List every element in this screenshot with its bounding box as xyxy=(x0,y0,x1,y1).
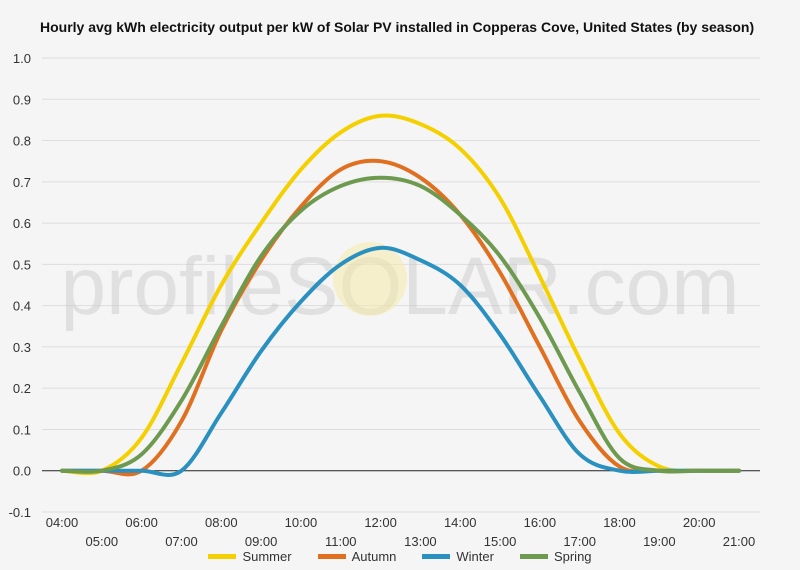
y-tick-label: 0.5 xyxy=(13,257,31,272)
legend-swatch xyxy=(519,554,548,559)
series-line-autumn xyxy=(60,158,741,477)
x-tick-label: 21:00 xyxy=(723,534,756,549)
legend-item-autumn: Autumn xyxy=(317,549,397,564)
y-tick-label: 0.2 xyxy=(13,381,31,396)
x-tick-label: 16:00 xyxy=(524,515,557,530)
legend-item-spring: Spring xyxy=(519,549,592,564)
x-tick-label: 14:00 xyxy=(444,515,477,530)
y-tick-label: 0.8 xyxy=(13,134,31,149)
x-tick-label: 17:00 xyxy=(563,534,596,549)
x-tick-label: 18:00 xyxy=(603,515,636,530)
x-tick-label: 09:00 xyxy=(245,534,278,549)
x-tick-label: 04:00 xyxy=(46,515,79,530)
x-tick-label: 11:00 xyxy=(325,534,357,549)
y-tick-label: 0.6 xyxy=(13,216,31,231)
x-tick-label: 10:00 xyxy=(285,515,318,530)
legend-label: Autumn xyxy=(351,549,397,564)
series-line-winter xyxy=(60,245,741,477)
y-tick-label: 0.1 xyxy=(13,422,31,437)
legend-swatch xyxy=(317,554,346,559)
y-tick-label: 0.4 xyxy=(13,299,31,314)
legend: Summer Autumn Winter Spring xyxy=(0,549,800,564)
y-axis-ticks: 1.0 0.9 0.8 0.7 0.6 0.5 0.4 0.3 0.2 0.1 0.0 -0.1 xyxy=(9,51,31,520)
x-tick-label: 07:00 xyxy=(165,534,198,549)
x-axis-ticks: 04:00 05:00 06:00 07:00 08:00 09:00 10:00 11:00… xyxy=(46,515,756,549)
x-tick-label: 20:00 xyxy=(683,515,716,530)
legend-label: Spring xyxy=(553,549,592,564)
y-tick-label: 0.0 xyxy=(13,464,31,479)
x-tick-label: 05:00 xyxy=(86,534,119,549)
legend-swatch xyxy=(208,554,237,559)
y-tick-label: 1.0 xyxy=(13,51,31,66)
x-tick-label: 08:00 xyxy=(205,515,238,530)
legend-swatch xyxy=(422,554,451,559)
x-tick-label: 12:00 xyxy=(364,515,397,530)
x-tick-label: 13:00 xyxy=(404,534,437,549)
y-tick-label: -0.1 xyxy=(9,505,31,520)
legend-item-winter: Winter xyxy=(422,549,494,564)
legend-item-summer: Summer xyxy=(208,549,292,564)
x-tick-label: 15:00 xyxy=(484,534,517,549)
y-tick-label: 0.9 xyxy=(13,92,31,107)
chart-title: Hourly avg kWh electricity output per kW… xyxy=(40,19,755,35)
x-tick-label: 19:00 xyxy=(643,534,676,549)
y-tick-label: 0.3 xyxy=(13,340,31,355)
series-lines xyxy=(60,113,741,477)
series-line-spring xyxy=(60,175,741,474)
watermark-sun-icon xyxy=(333,242,407,316)
x-tick-label: 06:00 xyxy=(125,515,158,530)
legend-label: Summer xyxy=(242,549,292,564)
legend-label: Winter xyxy=(456,549,494,564)
line-chart: profileSOLAR.com 1.00.90.80.70.60.50.40.… xyxy=(9,51,760,549)
y-tick-label: 0.7 xyxy=(13,175,31,190)
series-line-summer xyxy=(60,113,741,476)
